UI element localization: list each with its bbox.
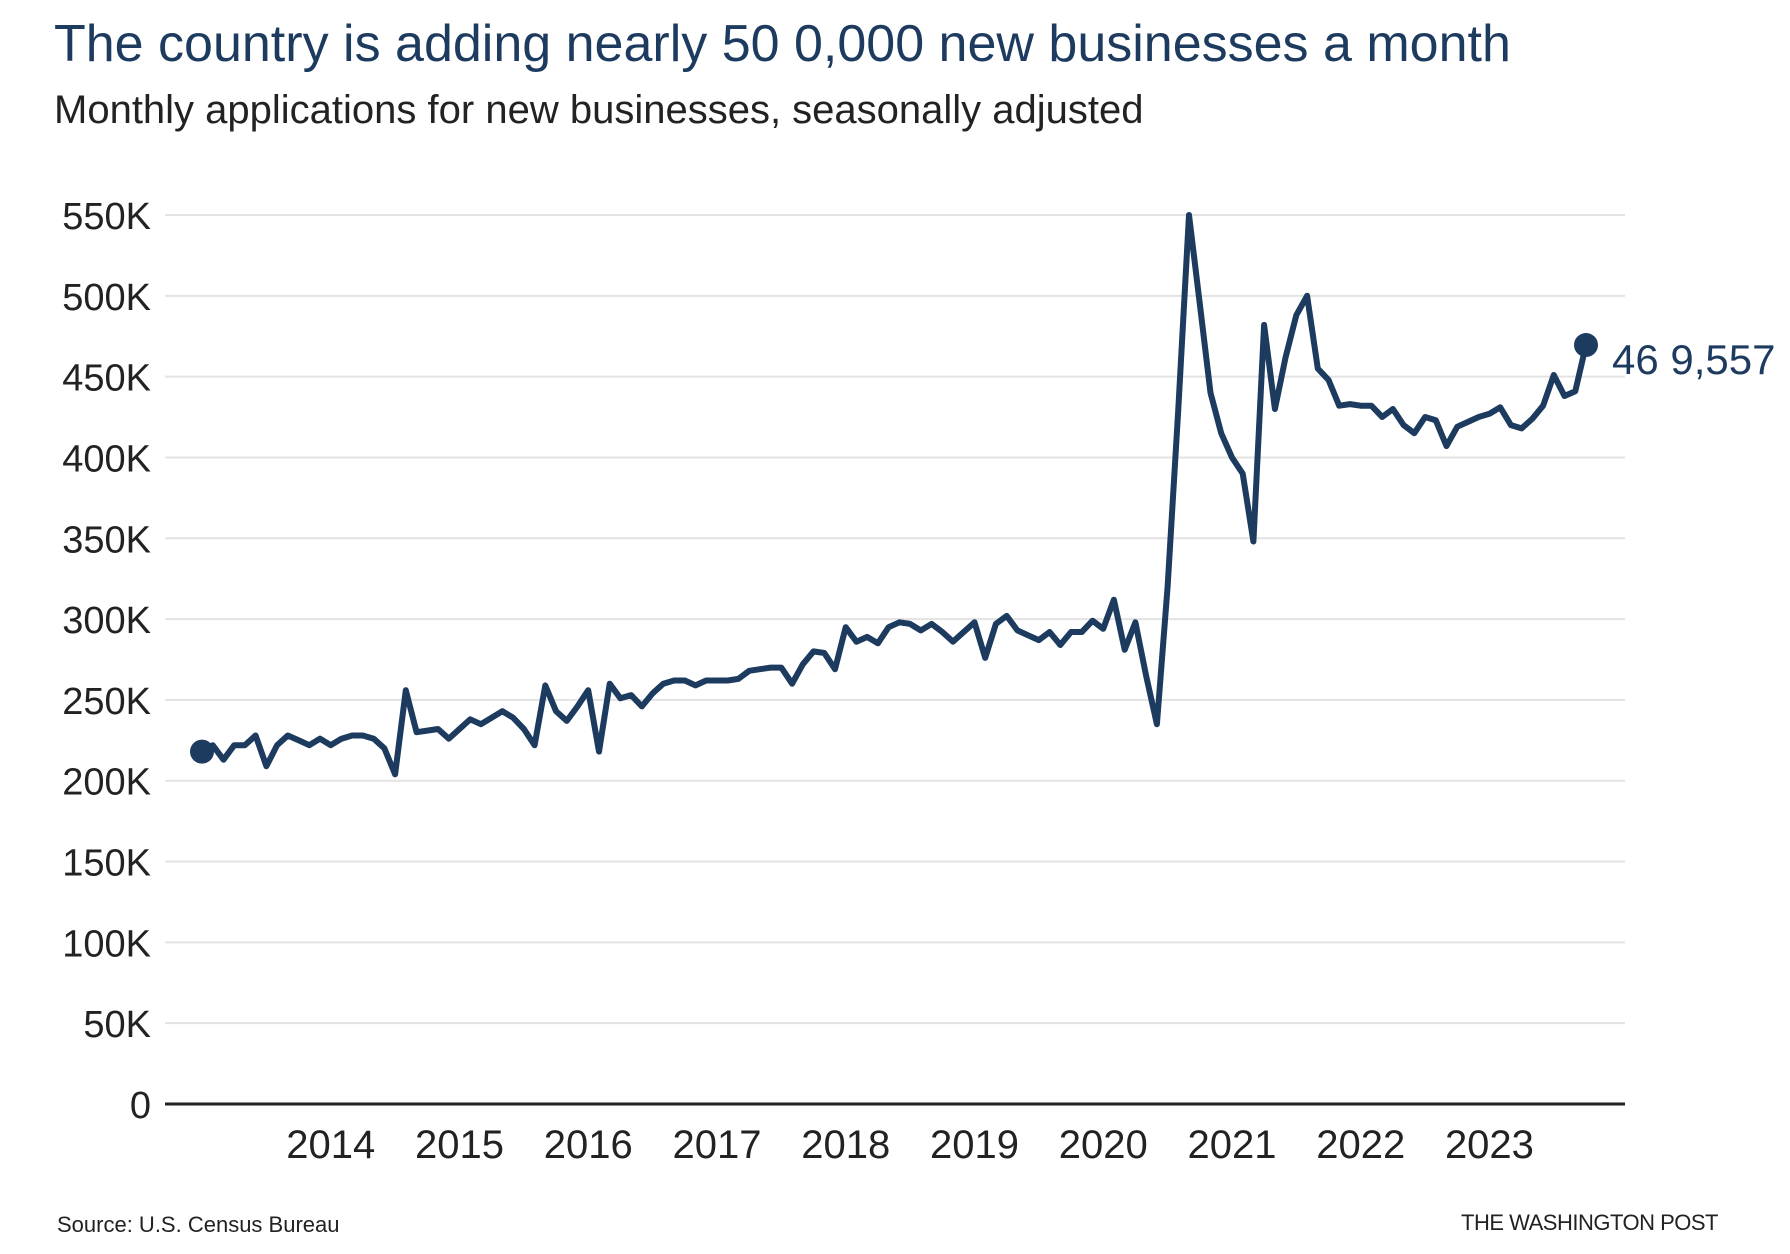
y-tick-label: 400K bbox=[62, 438, 151, 480]
end-value-label: 46 9,557 bbox=[1612, 336, 1776, 383]
x-tick-label: 2016 bbox=[544, 1123, 633, 1167]
publisher-credit: THE WASHINGTON POST bbox=[1461, 1210, 1718, 1235]
x-tick-label: 2015 bbox=[415, 1123, 504, 1167]
y-tick-label: 200K bbox=[62, 762, 151, 804]
source-note: Source: U.S. Census Bureau bbox=[57, 1212, 340, 1237]
x-tick-label: 2023 bbox=[1445, 1123, 1534, 1167]
y-tick-label: 50K bbox=[83, 1004, 151, 1046]
y-tick-label: 0 bbox=[130, 1085, 151, 1127]
x-tick-label: 2019 bbox=[930, 1123, 1019, 1167]
x-tick-label: 2020 bbox=[1059, 1123, 1148, 1167]
y-tick-label: 350K bbox=[62, 519, 151, 561]
series-line bbox=[199, 212, 1589, 778]
x-tick-label: 2022 bbox=[1316, 1123, 1405, 1167]
y-tick-label: 150K bbox=[62, 843, 151, 885]
y-tick-label: 550K bbox=[62, 196, 151, 238]
y-tick-label: 250K bbox=[62, 681, 151, 723]
y-tick-label: 500K bbox=[62, 277, 151, 319]
x-tick-label: 2021 bbox=[1187, 1123, 1276, 1167]
x-tick-label: 2018 bbox=[801, 1123, 890, 1167]
x-tick-label: 2014 bbox=[286, 1123, 375, 1167]
start-point-marker bbox=[190, 739, 214, 764]
y-tick-label: 100K bbox=[62, 923, 151, 965]
end-point-marker bbox=[1574, 333, 1598, 358]
chart-subtitle: Monthly applications for new businesses,… bbox=[54, 88, 1144, 132]
y-tick-label: 450K bbox=[62, 358, 151, 400]
chart-title: The country is adding nearly 50 0,000 ne… bbox=[54, 15, 1511, 73]
y-tick-label: 300K bbox=[62, 600, 151, 642]
x-tick-label: 2017 bbox=[672, 1123, 761, 1167]
